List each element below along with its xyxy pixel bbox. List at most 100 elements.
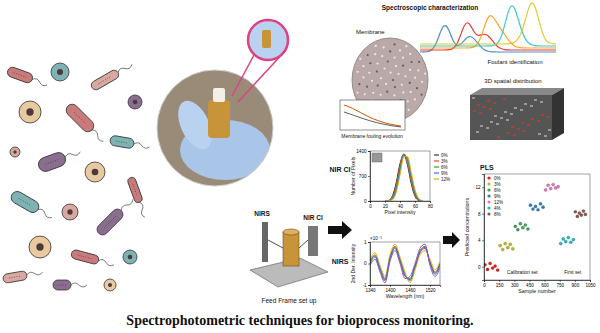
- 3d-texture: [523, 130, 526, 132]
- tick: 12: [475, 185, 484, 190]
- microbe: [123, 250, 137, 264]
- axis-title: Pixel intensity: [384, 209, 416, 215]
- microbe: [70, 249, 115, 269]
- image-inset: [372, 153, 382, 162]
- tick: 900: [572, 280, 580, 288]
- tick-label: 0: [364, 261, 367, 266]
- microbe-nucleus: [108, 283, 112, 287]
- microbe-detail: [58, 285, 67, 286]
- microbe-detail: [78, 255, 92, 259]
- setup-panel: NIRSNIR CIFeed Frame set up: [250, 210, 328, 305]
- point: [501, 248, 504, 251]
- legend-symbol: [434, 166, 439, 167]
- plot-area: [370, 244, 440, 283]
- panel-title: Spectroscopic characterization: [382, 4, 478, 12]
- point: [547, 184, 550, 187]
- point: [526, 227, 529, 230]
- tick: 0: [364, 261, 370, 266]
- tick-mark: [590, 280, 591, 282]
- 3d-texture: [513, 134, 516, 136]
- axis-title: 2nd Der. Intensity: [350, 243, 356, 283]
- legend-symbol: [434, 154, 439, 155]
- legend-symbol: [434, 178, 439, 179]
- connector: [299, 240, 308, 248]
- point: [582, 210, 585, 213]
- membrane-texture: [393, 57, 395, 59]
- feed-top: [283, 229, 299, 235]
- axis-line: [371, 286, 441, 288]
- flagellum: [133, 142, 149, 149]
- device-body: [208, 100, 230, 138]
- tick-mark: [368, 242, 370, 243]
- series-line: [385, 155, 423, 201]
- membrane-texture: [414, 77, 416, 79]
- axis-multiplier: ×10⁻³: [370, 236, 382, 241]
- plot-frame: [484, 174, 590, 280]
- tick-mark: [430, 201, 431, 203]
- microbe-body: [9, 189, 41, 214]
- 3d-texture: [504, 111, 507, 113]
- tick: 450: [526, 280, 534, 288]
- legend-symbol: [487, 194, 490, 197]
- 3d-texture: [487, 100, 490, 102]
- 3d-texture: [531, 118, 534, 120]
- microbe-detail: [116, 141, 128, 143]
- microbe-detail: [14, 73, 26, 77]
- microbe-nucleus: [57, 69, 63, 75]
- microbe: [10, 147, 20, 157]
- membrane-texture: [397, 73, 399, 75]
- camera: [308, 226, 318, 256]
- tick: 1050: [585, 280, 596, 288]
- membrane-texture: [410, 91, 412, 93]
- tick-label: 1340: [365, 288, 376, 293]
- tick-mark: [415, 201, 416, 203]
- point: [524, 223, 527, 226]
- 3d-texture: [479, 112, 482, 114]
- microbe-body: [51, 63, 69, 81]
- membrane-texture: [421, 81, 423, 83]
- flagellum: [120, 198, 134, 212]
- axis-title: Wavelength (nm): [386, 293, 425, 299]
- point: [544, 188, 547, 191]
- flagellum: [26, 270, 42, 277]
- 3d-texture: [524, 103, 527, 105]
- point: [496, 268, 499, 271]
- legend-entry: 3%: [441, 159, 448, 164]
- 3d-texture: [472, 97, 475, 99]
- tick-label: 900: [572, 283, 580, 288]
- microbe-nucleus: [67, 209, 72, 214]
- panel-label: Foulant identification: [487, 59, 542, 65]
- membrane-texture: [383, 46, 385, 48]
- microbe: [127, 176, 149, 218]
- tick: 150: [496, 280, 504, 288]
- membrane-texture: [401, 84, 403, 86]
- 3d-texture: [486, 127, 489, 129]
- nirs-probe: [262, 222, 268, 262]
- legend-symbol: [487, 212, 490, 215]
- tick: 0: [483, 280, 486, 288]
- tick-label: 300: [511, 283, 519, 288]
- point: [521, 226, 524, 229]
- point: [514, 225, 517, 228]
- legend-entry: 3%: [494, 182, 501, 187]
- tick-mark: [482, 214, 484, 215]
- y-axis: 07001400: [356, 149, 370, 204]
- tick-mark: [499, 280, 500, 282]
- plot-frame: [370, 151, 430, 201]
- photo-background: [150, 65, 280, 195]
- tick: 20: [383, 201, 389, 209]
- membrane-texture: [418, 61, 420, 63]
- axis-line: [371, 202, 431, 204]
- flagellum: [117, 63, 133, 74]
- tick-mark: [575, 280, 576, 282]
- device-cap: [213, 88, 225, 102]
- 3d-texture: [497, 136, 500, 138]
- tick-label: 1: [364, 240, 367, 245]
- annotation: PLS: [480, 164, 494, 171]
- axis-line: [368, 243, 371, 286]
- legend-symbol: [487, 182, 490, 185]
- microbe-detail: [133, 184, 137, 196]
- microbe-body: [2, 270, 27, 283]
- arrow: [443, 232, 460, 248]
- tick-label: 0: [478, 265, 481, 270]
